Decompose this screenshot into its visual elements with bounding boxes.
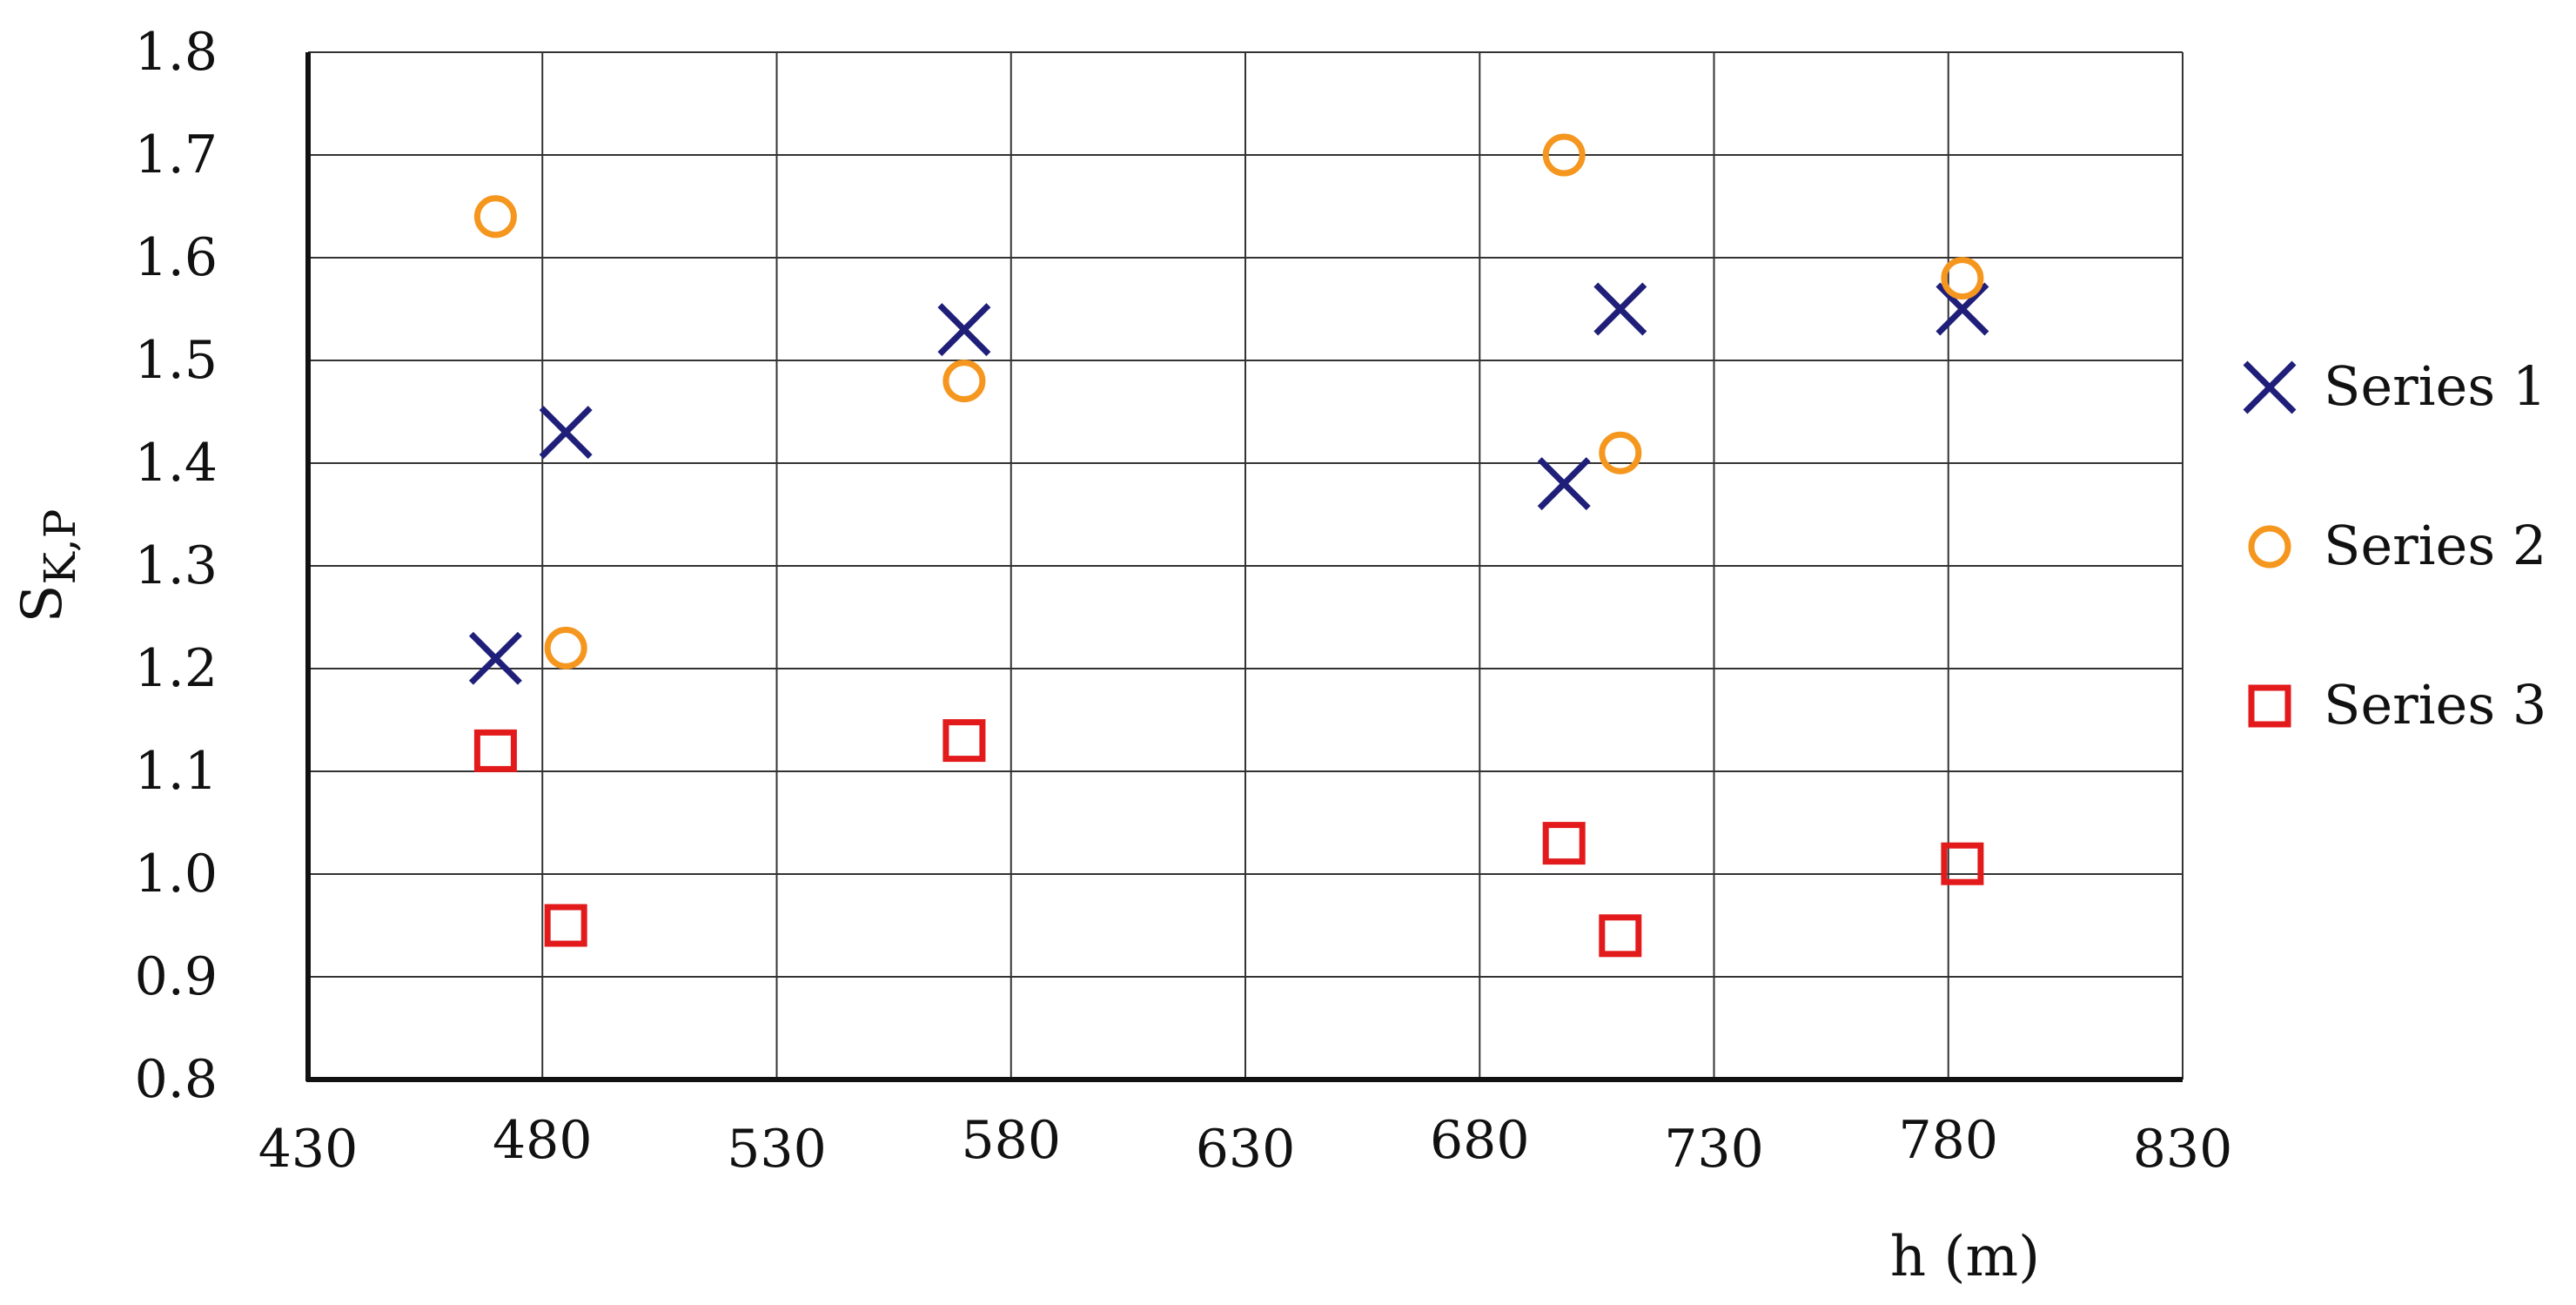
- axes: [305, 52, 2183, 1082]
- x-tick-label: 630: [1196, 1119, 1296, 1180]
- series-3-point: [544, 904, 587, 947]
- series-1-point: [1537, 457, 1591, 511]
- series-1-point: [468, 631, 522, 685]
- series-1-point-stroke: [468, 631, 522, 685]
- x-tick-label: 780: [1898, 1110, 1998, 1171]
- series-3-point: [1542, 822, 1586, 865]
- legend: Series 1 Series 2 Series 3: [2243, 354, 2546, 737]
- y-axis-title-main: S: [10, 585, 75, 623]
- legend-marker-series-2: [2248, 525, 2291, 568]
- legend-label-series-2: Series 2: [2324, 514, 2546, 577]
- data-points: [468, 133, 1989, 958]
- tick-labels: 430 480 530 580 630 680 730 780 830 0.8 0.9 1.0 1.1 1…: [135, 22, 2233, 1180]
- legend-marker-series-1: [2243, 360, 2297, 414]
- y-axis-title-sub: K,P: [35, 509, 85, 585]
- series-1-point-stroke: [937, 303, 991, 357]
- y-tick-label: 1.3: [135, 535, 218, 596]
- y-tick-label: 1.6: [135, 227, 218, 288]
- series-2-point: [1941, 257, 1984, 300]
- series-2-point: [1599, 431, 1642, 474]
- series-3-point: [473, 729, 517, 772]
- series-2-point: [1542, 133, 1586, 177]
- x-tick-label: 680: [1430, 1110, 1530, 1171]
- series-1-point-stroke: [1593, 282, 1647, 336]
- series-1-point: [1935, 282, 1989, 336]
- legend-label-series-3: Series 3: [2324, 673, 2546, 737]
- series-1-point-stroke: [1935, 282, 1989, 336]
- y-tick-label: 1.0: [135, 844, 218, 905]
- series-1-point: [539, 406, 593, 460]
- x-tick-label: 480: [493, 1110, 593, 1171]
- series-3-point: [943, 719, 986, 763]
- x-tick-label: 730: [1664, 1119, 1764, 1180]
- series-1-point: [937, 303, 991, 357]
- series-2-point: [943, 360, 986, 403]
- series-1-point-stroke: [1537, 457, 1591, 511]
- x-tick-label: 530: [727, 1119, 827, 1180]
- axis-titles: h (m) SK,P: [10, 509, 2040, 1289]
- series-2-point: [544, 626, 587, 669]
- grid: [308, 51, 2184, 1080]
- y-tick-label: 1.1: [135, 741, 218, 802]
- series-3-point: [1941, 842, 1984, 885]
- y-tick-label: 0.9: [135, 946, 218, 1007]
- series-1-point-stroke: [539, 406, 593, 460]
- series-3-point: [1599, 914, 1642, 958]
- y-tick-label: 1.7: [135, 124, 218, 185]
- y-tick-label: 1.2: [135, 638, 218, 699]
- y-tick-label: 0.8: [135, 1049, 218, 1110]
- y-tick-label: 1.4: [135, 433, 218, 494]
- x-axis-title: h (m): [1890, 1225, 2040, 1289]
- y-axis-title: SK,P: [10, 509, 85, 623]
- x-tick-label: 830: [2133, 1119, 2233, 1180]
- x-tick-label: 580: [961, 1110, 1061, 1171]
- y-tick-label: 1.5: [135, 330, 218, 391]
- y-tick-label: 1.8: [135, 22, 218, 83]
- legend-marker-series-3: [2248, 684, 2291, 728]
- series-2-point: [473, 195, 517, 239]
- x-tick-label: 430: [258, 1119, 359, 1180]
- legend-marker-series-1-stroke: [2243, 360, 2297, 414]
- series-1-point: [1593, 282, 1647, 336]
- legend-label-series-1: Series 1: [2324, 354, 2546, 418]
